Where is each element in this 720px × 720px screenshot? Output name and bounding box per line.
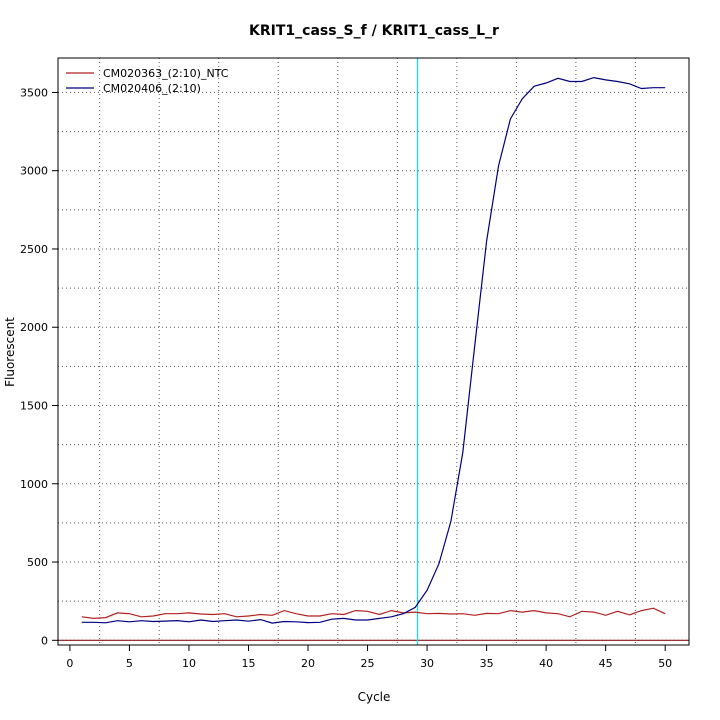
chart-title: KRIT1_cass_S_f / KRIT1_cass_L_r (249, 23, 499, 39)
series-line-1 (81, 607, 666, 620)
y-tick-label: 0 (41, 634, 48, 647)
y-tick-label: 2000 (20, 321, 48, 334)
grid-lines (58, 58, 689, 645)
x-tick-label: 45 (599, 657, 613, 670)
x-tick-label: 5 (126, 657, 133, 670)
y-tick-label: 3500 (20, 86, 48, 99)
x-tick-label: 25 (361, 657, 375, 670)
x-tick-label: 10 (182, 657, 196, 670)
legend: CM020363_(2:10)_NTC CM020406_(2:10) (66, 67, 229, 95)
plot-frame (57, 57, 690, 646)
x-tick-label: 35 (480, 657, 494, 670)
y-axis-label: Fluorescent (3, 317, 17, 387)
x-axis-label: Cycle (358, 690, 391, 704)
x-tick-label: 30 (420, 657, 434, 670)
legend-label: CM020406_(2:10) (103, 82, 201, 95)
y-tick-label: 500 (27, 556, 48, 569)
y-tick-label: 1500 (20, 400, 48, 413)
series-line-2 (81, 76, 666, 624)
x-tick-label: 20 (301, 657, 315, 670)
series-lines (81, 76, 666, 624)
y-tick-label: 3000 (20, 165, 48, 178)
y-axis: 0 500 1000 1500 2000 2500 3000 3500 (20, 86, 58, 647)
y-tick-label: 1000 (20, 478, 48, 491)
x-tick-label: 40 (539, 657, 553, 670)
x-tick-label: 50 (658, 657, 672, 670)
x-tick-label: 0 (66, 657, 73, 670)
legend-label: CM020363_(2:10)_NTC (103, 67, 229, 80)
x-tick-label: 15 (241, 657, 255, 670)
x-axis: 0 5 10 15 20 25 30 35 40 45 50 (66, 645, 672, 670)
reference-lines (58, 58, 689, 645)
y-tick-label: 2500 (20, 243, 48, 256)
